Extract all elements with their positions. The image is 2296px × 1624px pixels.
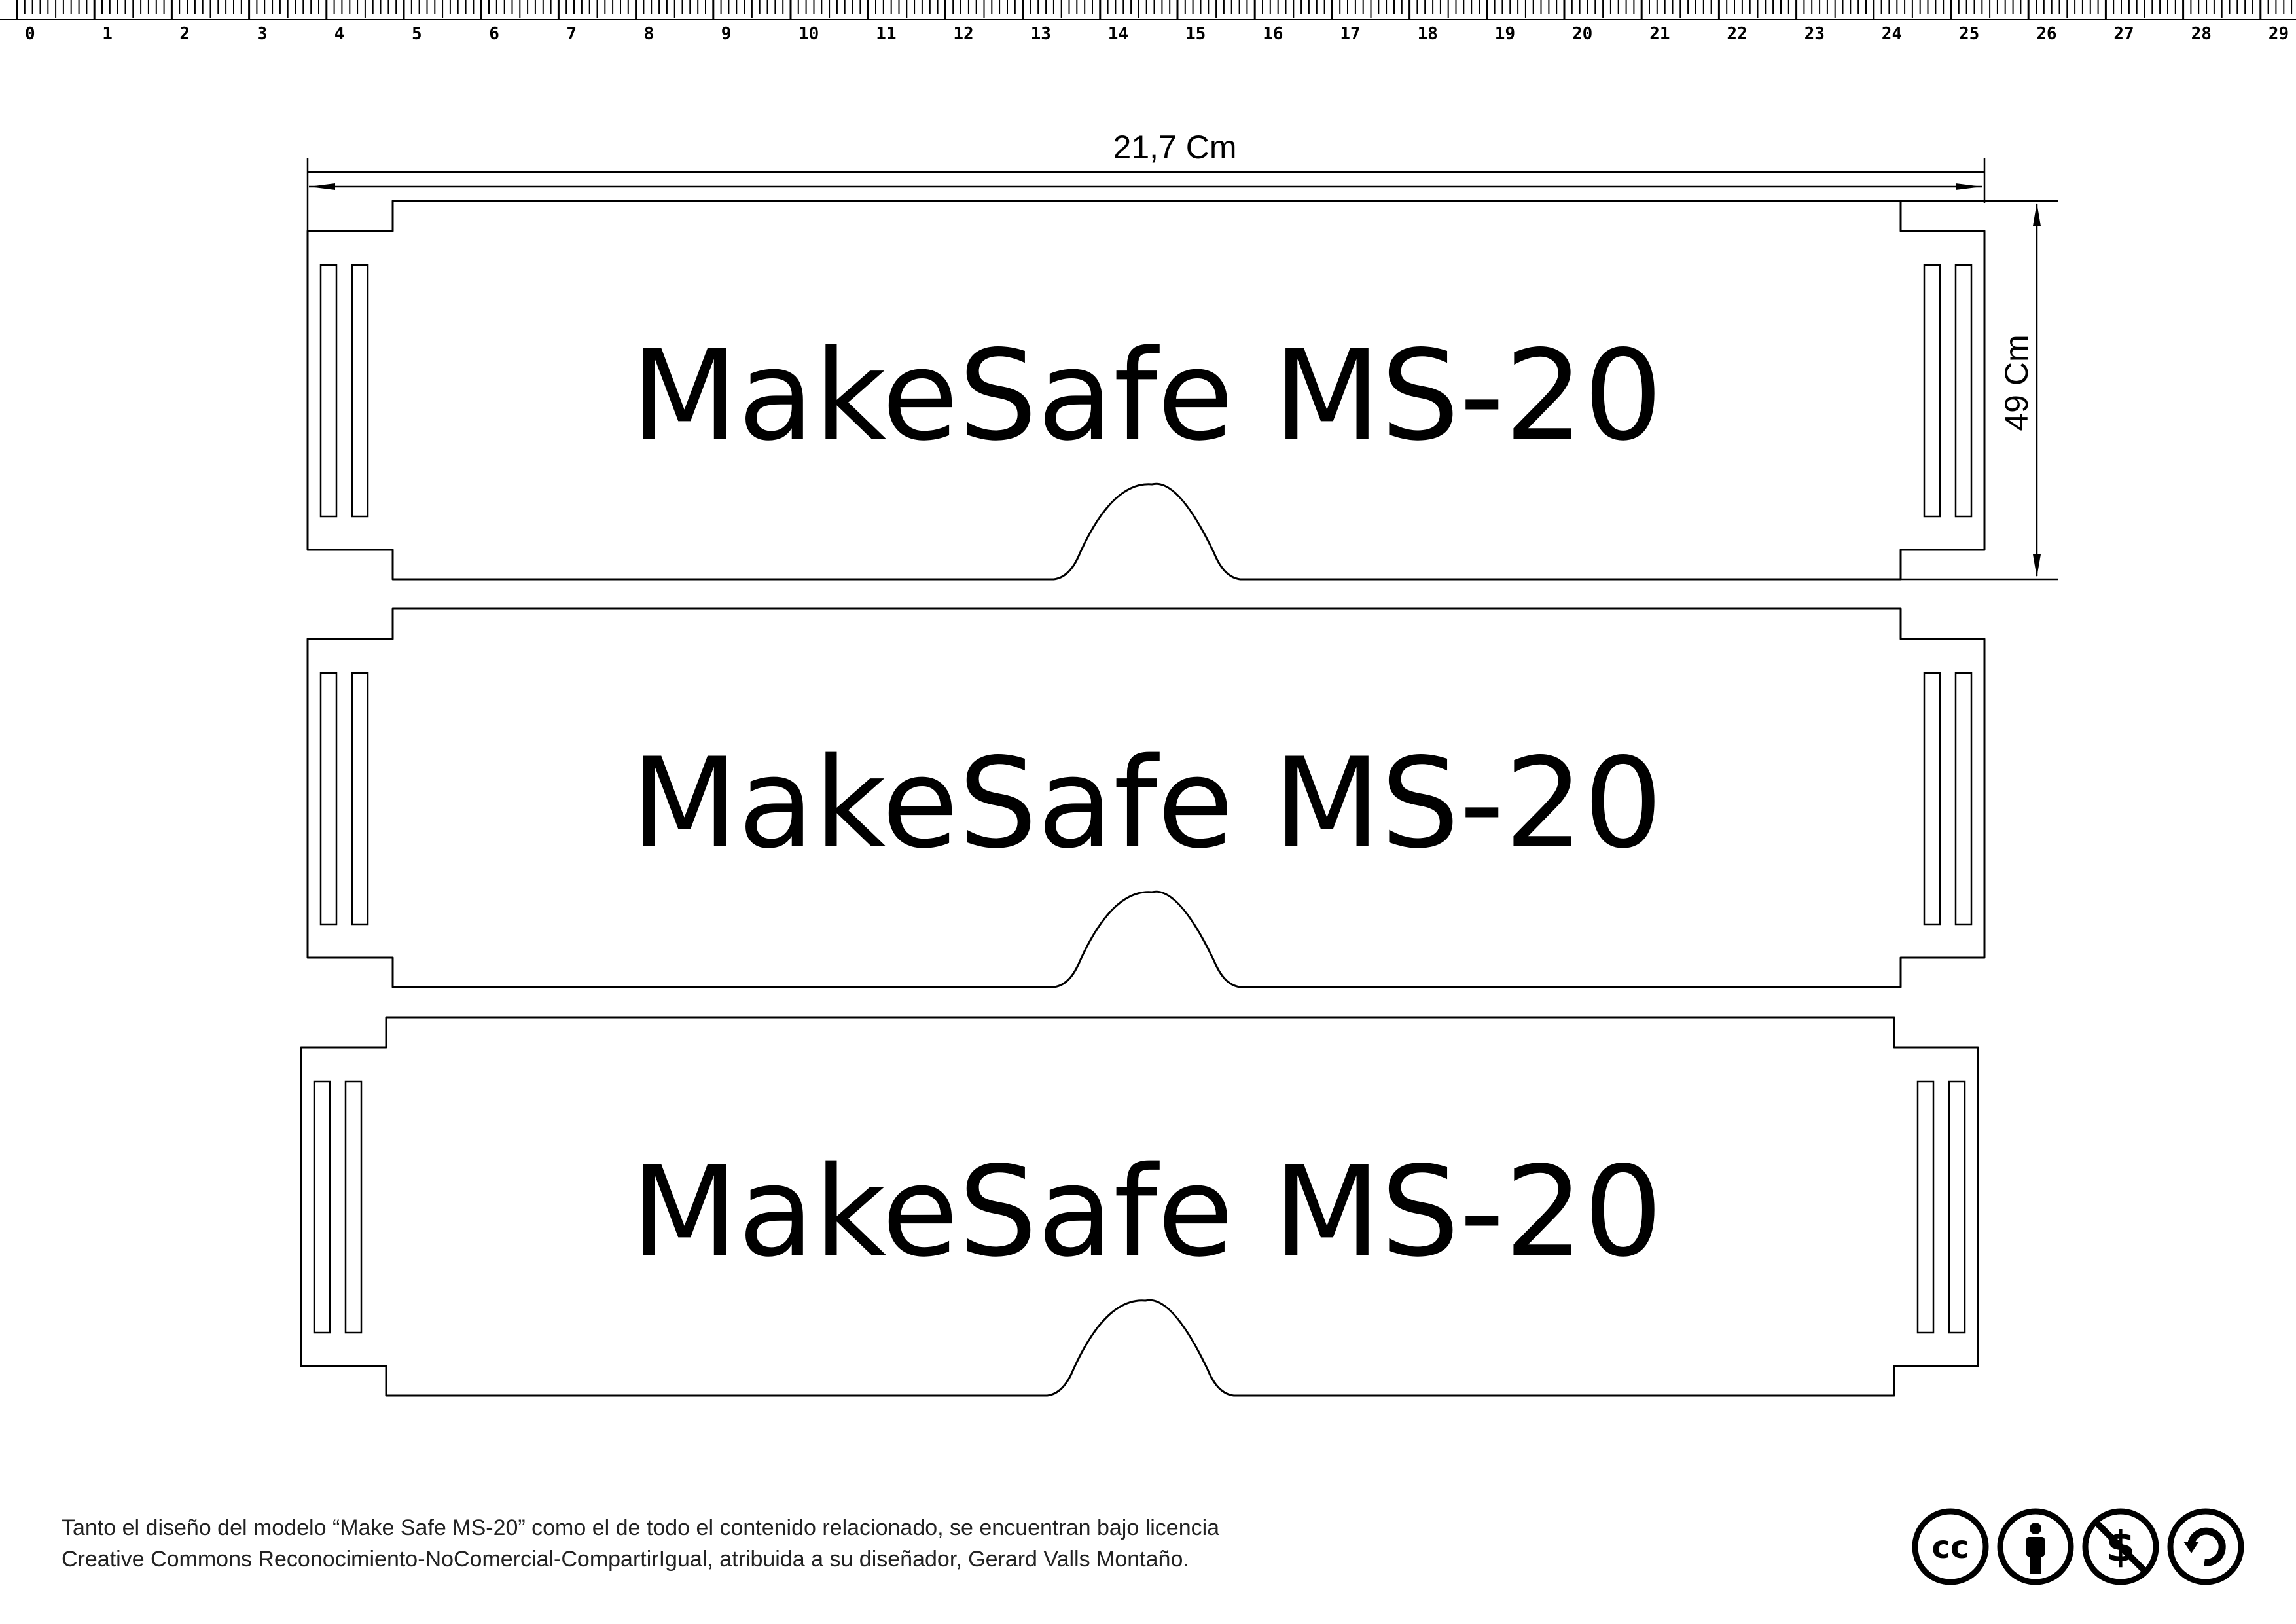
template-outline bbox=[306, 200, 1986, 581]
right-strap-slot bbox=[1948, 1080, 1966, 1334]
goggle-template-1: MakeSafe MS-20 bbox=[306, 200, 1986, 581]
ruler-label: 20 bbox=[1572, 24, 1592, 44]
license-line-2: Creative Commons Reconocimiento-NoComerc… bbox=[62, 1547, 1189, 1572]
goggle-template-3: MakeSafe MS-20 bbox=[300, 1016, 1979, 1397]
ruler-label: 13 bbox=[1031, 24, 1051, 44]
right-strap-slot bbox=[1916, 1080, 1935, 1334]
width-dimension: 21,7 Cm bbox=[306, 129, 1986, 232]
ruler-label: 22 bbox=[1727, 24, 1747, 44]
left-strap-slot bbox=[313, 1080, 331, 1334]
no-dollar-icon: $ bbox=[2082, 1508, 2159, 1585]
template-outline bbox=[300, 1016, 1979, 1397]
ruler-label: 21 bbox=[1649, 24, 1670, 44]
ruler-label: 27 bbox=[2113, 24, 2134, 44]
left-strap-slot bbox=[344, 1080, 363, 1334]
left-strap-slot bbox=[351, 672, 369, 926]
ruler-label: 14 bbox=[1108, 24, 1128, 44]
ruler-label: 0 bbox=[25, 24, 35, 44]
ruler-label: 11 bbox=[876, 24, 896, 44]
cc-icon: cc bbox=[1912, 1508, 1989, 1585]
ruler-label: 23 bbox=[1804, 24, 1825, 44]
left-strap-slot bbox=[351, 264, 369, 518]
ruler-label: 29 bbox=[2269, 24, 2289, 44]
ruler-label: 7 bbox=[566, 24, 577, 44]
ruler-label: 19 bbox=[1495, 24, 1515, 44]
right-strap-slot bbox=[1923, 672, 1941, 926]
ruler-label: 24 bbox=[1882, 24, 1902, 44]
ruler-label: 8 bbox=[644, 24, 655, 44]
right-strap-slot bbox=[1954, 672, 1973, 926]
width-dimension-label: 21,7 Cm bbox=[1113, 129, 1237, 166]
ruler-label: 26 bbox=[2036, 24, 2056, 44]
height-dimension: 49 Cm bbox=[1898, 200, 2058, 581]
share-alike-icon bbox=[2167, 1508, 2244, 1585]
ruler-label: 16 bbox=[1263, 24, 1283, 44]
ruler-label: 9 bbox=[721, 24, 732, 44]
license-line-1: Tanto el diseño del modelo “Make Safe MS… bbox=[62, 1515, 1220, 1540]
ruler-label: 15 bbox=[1185, 24, 1206, 44]
ruler-label: 28 bbox=[2191, 24, 2212, 44]
ruler-label: 25 bbox=[1959, 24, 1979, 44]
ruler-label: 1 bbox=[102, 24, 113, 44]
ruler-labels: 0 1 2 3 4 5 6 7 8 9 10 11 12 13 14 15 16 17 18 19 20 21 22 23 24… bbox=[25, 24, 2289, 44]
template-label: MakeSafe MS-20 bbox=[631, 731, 1663, 876]
left-strap-slot bbox=[319, 264, 338, 518]
cc-icon-text: cc bbox=[1932, 1529, 1969, 1566]
left-strap-slot bbox=[319, 672, 338, 926]
ruler-label: 18 bbox=[1418, 24, 1438, 44]
ruler-label: 12 bbox=[953, 24, 973, 44]
ruler-label: 10 bbox=[798, 24, 819, 44]
ruler-label: 2 bbox=[179, 24, 190, 44]
ruler-label: 5 bbox=[412, 24, 422, 44]
template-label: MakeSafe MS-20 bbox=[631, 1140, 1663, 1284]
cm-ruler: 0 1 2 3 4 5 6 7 8 9 10 11 12 13 14 15 16 17 18 19 20 21 22 23 24… bbox=[0, 0, 2296, 44]
right-strap-slot bbox=[1954, 264, 1973, 518]
goggle-template-2: MakeSafe MS-20 bbox=[306, 607, 1986, 988]
ruler-label: 4 bbox=[334, 24, 345, 44]
person-icon bbox=[1997, 1508, 2074, 1585]
license-notice: Tanto el diseño del modelo “Make Safe MS… bbox=[62, 1512, 1698, 1575]
height-dimension-label: 49 Cm bbox=[1998, 334, 2035, 431]
template-label: MakeSafe MS-20 bbox=[631, 323, 1663, 468]
ruler-label: 3 bbox=[257, 24, 268, 44]
right-strap-slot bbox=[1923, 264, 1941, 518]
ruler-ticks bbox=[0, 0, 2296, 20]
template-outline bbox=[306, 607, 1986, 988]
creative-commons-badges: cc $ bbox=[1912, 1508, 2244, 1585]
ruler-label: 17 bbox=[1340, 24, 1360, 44]
ruler-label: 6 bbox=[489, 24, 499, 44]
